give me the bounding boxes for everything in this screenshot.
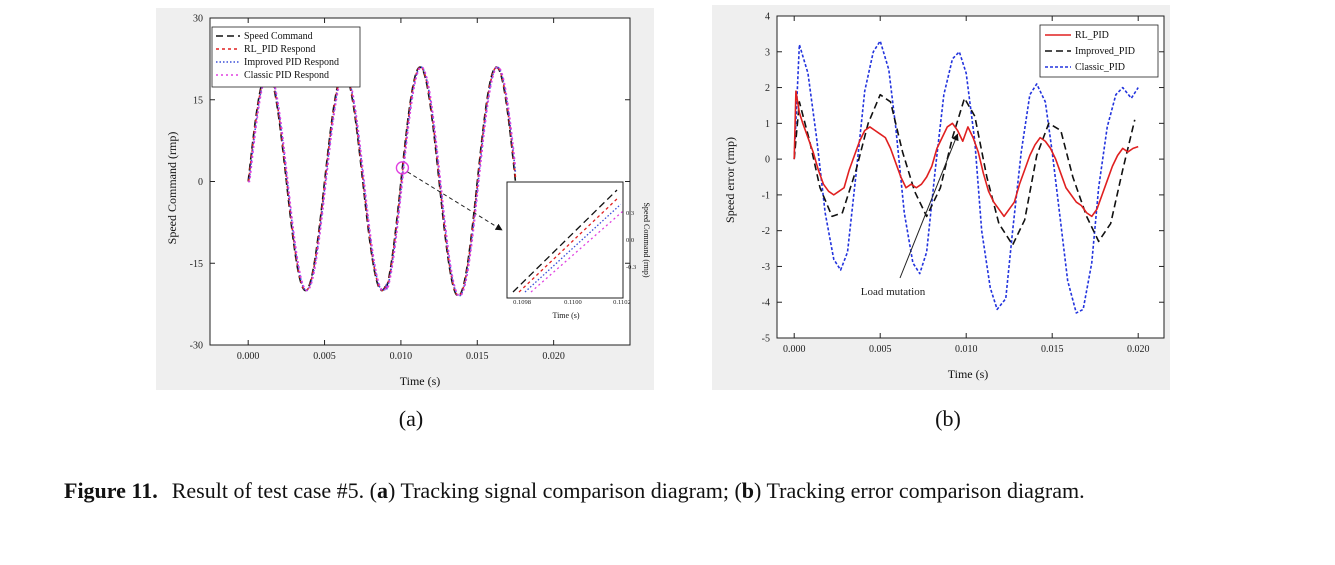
panel-a-ytick-label: 15 [193,95,203,106]
panel-b-label: (b) [935,406,961,431]
series-classic-pid-respond [248,66,517,297]
inset-series-improved-pid-respond [524,203,622,293]
panel-b-ytick-label: -1 [762,190,770,201]
panel-b-ytick-label: -3 [762,262,770,273]
caption-ref-a: a [377,478,389,503]
panel-a-ytick-label: -30 [190,341,203,352]
zoom-arrow [407,171,503,231]
panel-b-ytick-label: -2 [762,226,770,237]
panel-b-xtick-label: 0.000 [783,344,806,355]
caption-figure-number: Figure 11. [64,478,158,503]
panel-b-xtick-label: 0.015 [1041,344,1064,355]
zoom-circle [395,161,410,175]
panel-b-ytick-label: 3 [765,47,770,58]
caption-text-2: ) Tracking signal comparison diagram; ( [388,478,742,503]
panel-b-annotation: Load mutation [861,133,959,298]
panel-a-ticks: 0.000 0.005 0.010 0.015 0.020 -30 -15 0 15 30 [190,14,630,362]
panel-a-xtick-label: 0.000 [237,351,260,362]
inset-xtick-1: 0.1098 [513,299,531,306]
panel-a-ytick-label: 0 [198,177,203,188]
caption-ref-b: b [741,478,755,503]
legend-label-speed-command: Speed Command [244,31,313,42]
caption-text-1: Result of test case #5. ( [171,478,378,503]
panel-a-legend-box [211,26,361,88]
panel-a-ytick-label: -15 [190,259,203,270]
legend-label-rl-pid-respond: RL_PID Respond [244,44,315,55]
inset-series-speed-command [512,189,618,293]
panel-b-y-axis-label: Speed error (rmp) [723,137,737,223]
panel-b-xtick-label: 0.010 [955,344,978,355]
load-mutation-arrow [899,133,959,279]
load-mutation-label: Load mutation [861,286,926,298]
panel-b-series [793,40,1139,314]
inset-ytick-1: 0.3 [626,210,634,217]
panel-b-ytick-label: 1 [765,119,770,130]
legend-label-improved-pid-respond: Improved PID Respond [244,57,339,68]
inset-series-classic-pid-respond [530,211,623,293]
panel-a-inset: 0.1098 0.1100 0.1102 0.3 0.0 -0.3 Time (… [506,181,651,320]
panel-a-xtick-label: 0.010 [390,351,413,362]
inset-series [512,189,623,293]
panel-b-ytick-label: 0 [765,155,770,166]
legend-label-classic-pid-respond: Classic PID Respond [244,70,329,81]
panel-b-legend: RL_PID Improved_PID Classic_PID [1039,24,1159,78]
inset-ytick-2: 0.0 [626,237,634,244]
caption-text-3: ) Tracking error comparison diagram. [754,478,1085,503]
panel-b-x-axis-label: Time (s) [948,367,989,381]
panel-a-label: (a) [399,406,423,431]
legend-label-improved-pid: Improved_PID [1075,46,1135,57]
inset-xtick-3: 0.1102 [613,299,631,306]
legend-label-rl-pid: RL_PID [1075,30,1109,41]
panel-a-xtick-label: 0.020 [542,351,565,362]
panel-a-ytick-label: 30 [193,14,203,25]
panel-b-ticks: 0.000 0.005 0.010 0.015 0.020 -5 -4 -3 -2 -1 0 1 2 3 4 [762,12,1164,355]
legend-label-classic-pid: Classic_PID [1075,62,1125,73]
panel-b-ytick-label: 4 [765,12,770,23]
series-classic-pid [793,40,1139,314]
inset-y-axis-label: Speed Command (rmp) [642,202,651,277]
panel-b-xtick-label: 0.020 [1127,344,1150,355]
panel-b-ytick-label: -5 [762,334,770,345]
panel-a-series [247,66,517,297]
panel-a-y-axis-label: Speed Command (rmp) [165,132,179,245]
panel-a-legend: Speed Command RL_PID Respond Improved PI… [211,26,361,88]
inset-plot-area [506,181,624,299]
series-rl-pid-respond [247,66,517,297]
inset-series-rl-pid-respond [518,196,620,293]
panel-b-ytick-label: 2 [765,83,770,94]
figure-caption: Figure 11. Result of test case #5. (a) Tr… [64,473,1274,508]
panel-b: 0.000 0.005 0.010 0.015 0.020 -5 -4 -3 -2 -1 0 1 2 3 4… [712,5,1170,431]
panel-a-zoom [395,161,503,231]
panel-b-xtick-label: 0.005 [869,344,892,355]
series-improved-pid-respond [248,66,517,297]
inset-ytick-3: -0.3 [626,264,636,271]
inset-xtick-2: 0.1100 [564,299,582,306]
panel-b-ytick-label: -4 [762,298,770,309]
panel-a-x-axis-label: Time (s) [400,374,441,388]
inset-x-axis-label: Time (s) [552,311,579,320]
panel-a: 0.000 0.005 0.010 0.015 0.020 -30 -15 0 15 30 0.1… [156,8,654,431]
panel-a-xtick-label: 0.005 [313,351,336,362]
series-rl-pid [793,90,1139,218]
panel-a-xtick-label: 0.015 [466,351,489,362]
